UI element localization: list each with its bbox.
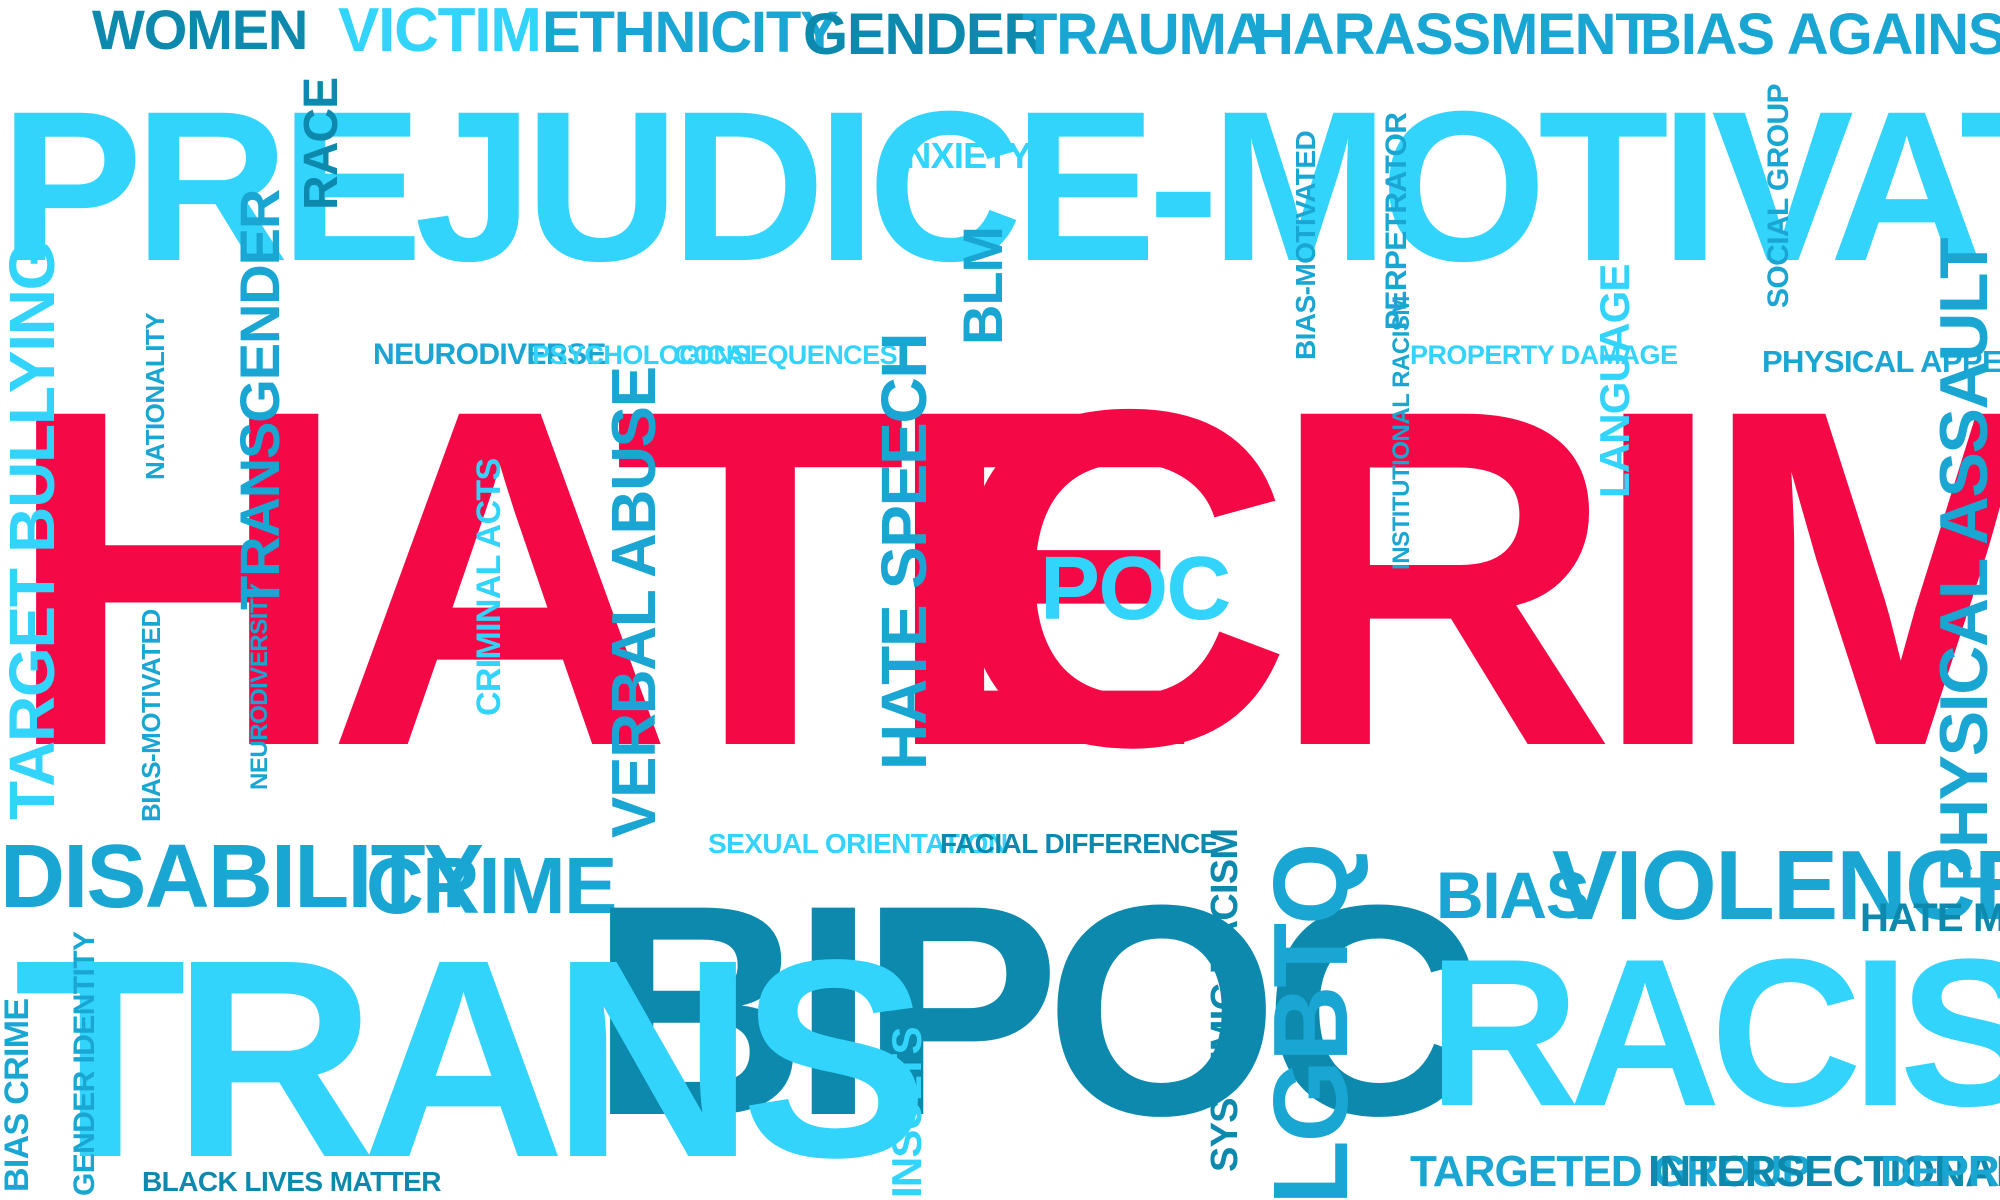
word-gender: GENDER	[803, 2, 1045, 67]
word-poc: POC	[1040, 539, 1231, 639]
word-physical-appearance: PHYSICAL APPEARANCE	[1762, 344, 2000, 379]
word-bipoc: BIPOC	[590, 842, 1480, 1178]
word-criminal-acts: CRIMINAL ACTS	[470, 458, 508, 716]
word-consequences: CONSEQUENCES	[674, 340, 898, 370]
word-hate: HATE	[4, 309, 1203, 846]
word-bias-motivated-left: BIAS-MOTIVATED	[136, 609, 166, 822]
word-hate-speech: HATE SPEECH	[868, 333, 940, 770]
word-transgender: TRANSGENDER	[228, 189, 291, 610]
word-social-group: SOCIAL GROUP	[1762, 84, 1795, 308]
word-depression: DEPRESSION	[1880, 1147, 2000, 1196]
word-ethnicity: ETHNICITY	[542, 0, 839, 65]
word-hate-mail: HATE MAIL	[1860, 896, 2000, 940]
word-disability: DISABILITY	[0, 827, 484, 927]
word-crime-small: CRIME	[366, 841, 617, 930]
word-racism: RACISM	[1428, 915, 2000, 1150]
word-systemic-racism: SYSTEMIC RACISM	[1204, 828, 1246, 1172]
word-violence: VIOLENCE	[1552, 830, 2000, 940]
word-trans: TRANS	[14, 901, 929, 1200]
word-prejudice-motivated: PREJUDICE-MOTIVATED	[0, 67, 2000, 306]
word-bias-against: BIAS AGAINST	[1640, 2, 2000, 67]
word-property-damage: PROPERTY DAMAGE	[1410, 340, 1678, 370]
word-lgbtq: LGBTQ	[1252, 844, 1370, 1200]
word-anxiety: ANXIETY	[880, 135, 1032, 176]
word-physical-assault: PHYSICAL ASSAULT	[1926, 238, 2000, 892]
word-facial-difference: FACIAL DIFFERENCE	[940, 828, 1218, 859]
word-target-bullying: TARGET BULLYING	[0, 241, 68, 820]
word-gender-identity: GENDER IDENTITY	[68, 931, 101, 1196]
word-targeted-group: TARGETED GROUP	[1410, 1147, 1811, 1196]
word-crime-big: CRIME	[946, 309, 2000, 846]
word-neurodiversity: NEURODIVERSITY	[246, 583, 273, 790]
word-women: WOMEN	[92, 0, 308, 61]
word-trauma: TRAUMA	[1022, 2, 1267, 67]
word-bias: BIAS	[1436, 858, 1590, 932]
word-nationality: NATIONALITY	[140, 312, 170, 480]
word-insults: INSULTS	[883, 1027, 930, 1198]
word-institutional-racism: INSTITUTIONAL RACISM	[1388, 296, 1415, 570]
word-race: RACE	[295, 77, 348, 210]
word-verbal-abuse: VERBAL ABUSE	[600, 367, 669, 838]
word-intersectional: INTERSECTIONAL	[1648, 1147, 2000, 1196]
word-sexual-orientation: SEXUAL ORIENTATION	[708, 828, 1008, 859]
word-language: LANGUAGE	[1591, 264, 1638, 498]
word-neurodiverse: NEURODIVERSE	[373, 338, 606, 371]
word-black-lives-matter: BLACK LIVES MATTER	[142, 1166, 442, 1197]
word-harassment: HARASSMENT	[1252, 2, 1651, 67]
word-victim: VICTIM	[338, 0, 542, 65]
word-psychological: PSYCHOLOGICAL	[532, 340, 761, 370]
